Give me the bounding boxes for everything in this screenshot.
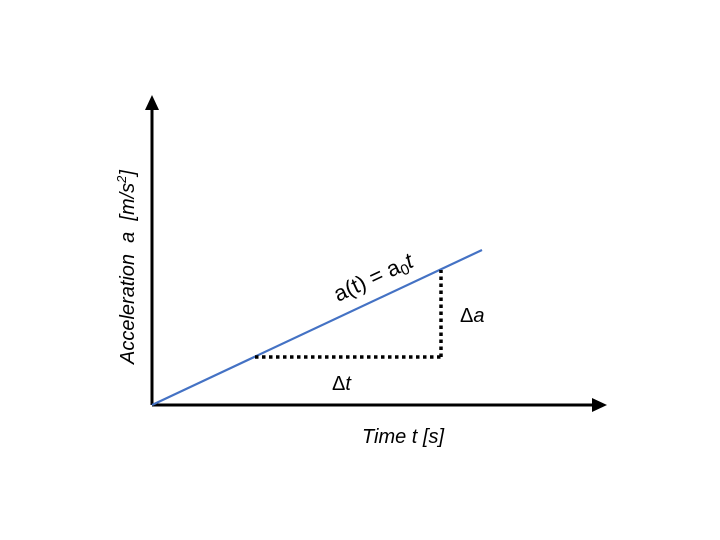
acceleration-line [151, 249, 483, 406]
x-axis-arrowhead [592, 398, 607, 412]
delta-a-label: Δa [460, 305, 484, 327]
y-axis-arrowhead [145, 95, 159, 110]
delta-t-label: Δt [332, 373, 352, 395]
y-axis-label: Acceleration a [m/s2] [114, 170, 139, 365]
x-axis-label: Time t [s] [362, 426, 444, 448]
